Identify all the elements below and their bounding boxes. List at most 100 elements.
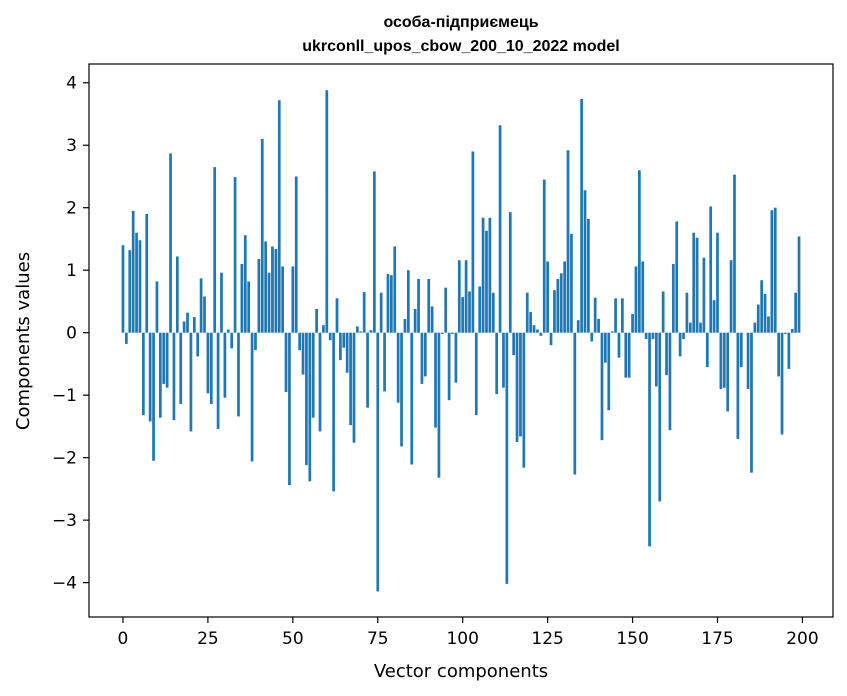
bar-139 (593, 297, 597, 333)
x-tick-label: 150 (616, 629, 648, 649)
bar-181 (736, 332, 740, 439)
bar-22 (196, 332, 200, 357)
bar-190 (767, 316, 770, 333)
bar-160 (665, 332, 668, 376)
bar-90 (427, 278, 431, 333)
bar-87 (417, 278, 420, 333)
bar-103 (471, 151, 475, 333)
bar-12 (162, 332, 166, 384)
bar-40 (257, 258, 261, 333)
bar-37 (247, 281, 251, 333)
bar-53 (301, 332, 305, 375)
bar-59 (322, 325, 325, 333)
bar-145 (614, 298, 617, 333)
bar-78 (386, 273, 390, 333)
bar-35 (240, 263, 244, 333)
bar-155 (648, 332, 651, 547)
x-axis-label: Vector components (374, 661, 548, 682)
chart-title: особа-підприємець (383, 14, 538, 31)
bar-117 (519, 332, 522, 437)
y-axis-ticks: −4 −3 −2 −1 0 1 2 3 4 (52, 74, 89, 594)
bar-130 (563, 261, 566, 333)
bar-116 (515, 332, 519, 443)
bar-80 (393, 246, 397, 333)
bar-79 (390, 275, 393, 333)
bar-195 (784, 332, 787, 334)
bar-176 (719, 332, 723, 389)
bar-68 (352, 332, 356, 443)
bar-50 (291, 266, 295, 333)
bar-26 (209, 332, 213, 404)
bar-109 (491, 292, 495, 333)
bar-123 (539, 332, 543, 336)
bar-18 (182, 321, 186, 333)
y-tick-label: 4 (66, 74, 77, 94)
bar-197 (790, 328, 794, 333)
y-tick-label: −3 (52, 511, 77, 531)
bar-102 (468, 291, 471, 333)
bar-98 (454, 332, 458, 383)
bar-82 (400, 332, 403, 447)
bar-189 (763, 293, 767, 333)
bar-137 (587, 218, 590, 333)
bar-92 (434, 332, 437, 428)
bar-71 (362, 292, 366, 333)
bar-31 (226, 329, 230, 333)
bar-76 (379, 292, 383, 333)
bar-69 (356, 326, 359, 333)
plot-frame (88, 63, 834, 618)
bar-157 (654, 332, 658, 387)
bar-136 (583, 190, 587, 333)
bar-186 (753, 322, 757, 333)
bar-188 (760, 280, 764, 333)
bar-104 (474, 332, 478, 416)
bar-135 (580, 98, 583, 333)
bar-152 (638, 170, 641, 333)
bar-2 (128, 250, 132, 333)
bar-36 (243, 235, 247, 333)
bar-17 (179, 332, 183, 404)
x-tick-label: 50 (282, 629, 304, 649)
bar-163 (675, 221, 679, 333)
bar-9 (152, 332, 155, 461)
bar-172 (705, 332, 709, 368)
bar-23 (199, 278, 203, 333)
bar-193 (777, 332, 780, 377)
y-tick-label: 2 (66, 199, 77, 219)
bar-4 (135, 232, 138, 333)
bar-89 (423, 332, 427, 377)
bar-96 (447, 332, 451, 401)
bar-52 (298, 332, 301, 351)
bar-67 (349, 332, 352, 426)
bar-134 (576, 320, 580, 333)
bar-72 (366, 332, 369, 408)
bar-13 (165, 332, 169, 388)
bar-198 (794, 292, 797, 333)
bar-165 (682, 332, 685, 339)
bar-62 (332, 332, 335, 492)
bar-159 (661, 291, 665, 333)
bar-146 (617, 332, 621, 358)
bar-105 (478, 286, 482, 333)
bar-196 (787, 332, 791, 369)
bar-118 (522, 332, 526, 468)
bar-132 (570, 233, 573, 333)
bar-114 (508, 212, 512, 333)
bar-140 (597, 318, 600, 333)
bar-175 (716, 232, 719, 333)
bar-174 (712, 300, 716, 333)
y-tick-label: 3 (66, 136, 77, 156)
bar-30 (223, 332, 227, 398)
chart-subtitle: ukrconll_upos_cbow_200_10_2022 model (302, 38, 619, 55)
bar-113 (505, 332, 509, 584)
bar-127 (553, 290, 556, 333)
bar-156 (651, 332, 655, 339)
bar-39 (254, 332, 257, 351)
bar-138 (590, 332, 594, 342)
bar-124 (542, 179, 546, 333)
bar-179 (729, 260, 733, 333)
bar-167 (688, 322, 692, 333)
bar-88 (420, 332, 424, 384)
bar-34 (237, 332, 240, 417)
